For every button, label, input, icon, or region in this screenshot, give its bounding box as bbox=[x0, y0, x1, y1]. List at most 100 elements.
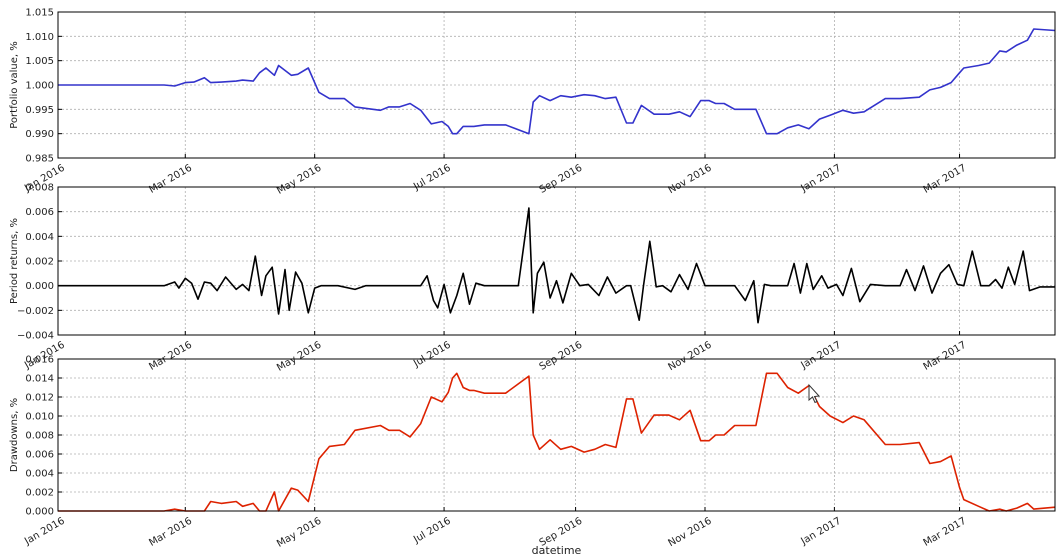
data-point bbox=[923, 265, 924, 266]
data-point bbox=[473, 390, 474, 391]
data-point bbox=[274, 75, 275, 76]
data-point bbox=[473, 126, 474, 127]
data-point bbox=[842, 295, 843, 296]
data-point bbox=[1016, 508, 1017, 509]
data-point bbox=[632, 398, 633, 399]
data-point bbox=[900, 285, 901, 286]
data-point bbox=[217, 290, 218, 291]
data-point bbox=[787, 285, 788, 286]
data-point bbox=[989, 63, 990, 64]
data-point bbox=[278, 65, 279, 66]
data-point bbox=[626, 123, 627, 124]
data-point bbox=[787, 127, 788, 128]
data-point bbox=[355, 289, 356, 290]
data-point bbox=[819, 406, 820, 407]
data-point bbox=[221, 82, 222, 83]
data-point bbox=[696, 263, 697, 264]
data-point bbox=[484, 393, 485, 394]
data-point bbox=[388, 430, 389, 431]
y-axis-label: Period returns, % bbox=[9, 218, 20, 304]
data-point bbox=[940, 461, 941, 462]
data-point bbox=[709, 100, 710, 101]
data-point bbox=[940, 273, 941, 274]
data-point bbox=[236, 289, 237, 290]
data-point bbox=[715, 435, 716, 436]
data-point bbox=[753, 280, 754, 281]
y-tick-label: 0.990 bbox=[25, 129, 54, 140]
data-point bbox=[959, 72, 960, 73]
data-point bbox=[615, 97, 616, 98]
data-point bbox=[469, 126, 470, 127]
data-point bbox=[668, 415, 669, 416]
data-point bbox=[830, 115, 831, 116]
data-point bbox=[289, 310, 290, 311]
data-point bbox=[734, 285, 735, 286]
x-tick-label: Sep 2016 bbox=[538, 340, 585, 373]
data-point bbox=[745, 109, 746, 110]
data-point bbox=[734, 425, 735, 426]
data-point bbox=[221, 503, 222, 504]
data-point bbox=[420, 285, 421, 286]
data-point bbox=[191, 283, 192, 284]
data-point bbox=[537, 273, 538, 274]
x-tick-label: May 2016 bbox=[275, 163, 323, 197]
data-point bbox=[285, 269, 286, 270]
data-point bbox=[885, 98, 886, 99]
data-point bbox=[456, 133, 457, 134]
data-point bbox=[842, 110, 843, 111]
data-point bbox=[766, 133, 767, 134]
data-point bbox=[951, 455, 952, 456]
y-tick-label: 1.005 bbox=[25, 56, 54, 67]
data-point bbox=[715, 103, 716, 104]
data-point bbox=[1002, 288, 1003, 289]
data-point bbox=[420, 110, 421, 111]
data-point bbox=[463, 273, 464, 274]
x-tick-label: Jul 2016 bbox=[411, 340, 453, 370]
y-tick-label: 0.016 bbox=[25, 355, 54, 366]
data-point bbox=[255, 256, 256, 257]
data-point bbox=[859, 301, 860, 302]
data-point bbox=[900, 98, 901, 99]
data-point bbox=[641, 433, 642, 434]
data-point bbox=[528, 376, 529, 377]
data-point bbox=[463, 126, 464, 127]
x-tick-label: Jul 2016 bbox=[411, 516, 453, 546]
data-point bbox=[355, 430, 356, 431]
axes-frame bbox=[57, 358, 1056, 512]
x-tick-label: Jan 2017 bbox=[799, 516, 844, 548]
data-point bbox=[484, 285, 485, 286]
data-point bbox=[980, 285, 981, 286]
data-point bbox=[444, 284, 445, 285]
data-point bbox=[442, 121, 443, 122]
data-point bbox=[399, 430, 400, 431]
data-point bbox=[940, 87, 941, 88]
data-point bbox=[1016, 45, 1017, 46]
y-tick-label: 0.000 bbox=[25, 507, 54, 518]
data-point bbox=[314, 288, 315, 289]
y-tick-label: 0.995 bbox=[25, 105, 54, 116]
y-tick-label: 0.008 bbox=[25, 431, 54, 442]
data-point bbox=[321, 285, 322, 286]
data-point bbox=[671, 291, 672, 292]
data-point bbox=[745, 300, 746, 301]
data-point bbox=[605, 444, 606, 445]
data-point bbox=[959, 487, 960, 488]
data-point bbox=[242, 80, 243, 81]
data-point bbox=[318, 92, 319, 93]
data-point bbox=[329, 446, 330, 447]
data-point bbox=[690, 116, 691, 117]
data-point bbox=[308, 501, 309, 502]
data-point bbox=[539, 449, 540, 450]
data-point bbox=[798, 393, 799, 394]
data-point bbox=[615, 293, 616, 294]
data-point bbox=[174, 86, 175, 87]
series-line-1 bbox=[58, 28, 1056, 135]
data-point bbox=[798, 124, 799, 125]
data-point bbox=[355, 106, 356, 107]
data-point bbox=[174, 282, 175, 283]
data-point bbox=[452, 133, 453, 134]
data-point bbox=[427, 275, 428, 276]
data-point bbox=[204, 282, 205, 283]
data-point bbox=[505, 124, 506, 125]
